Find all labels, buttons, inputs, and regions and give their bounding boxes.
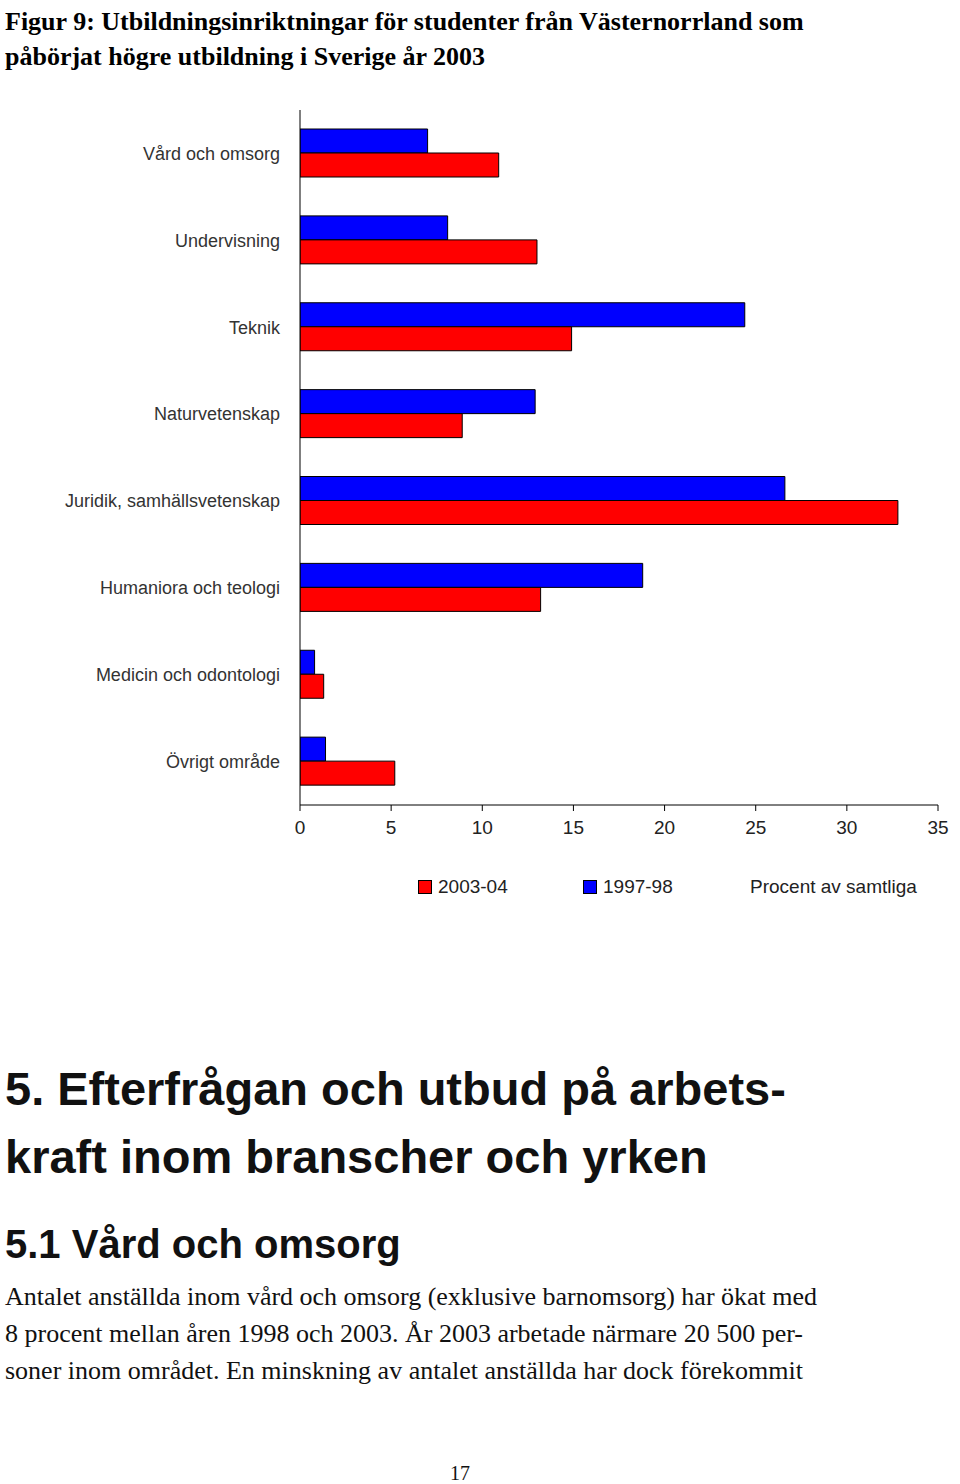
html-text:påbörjat högre utbildning i Sv: påbörjat högre utbildning i Sverige år 2… bbox=[5, 42, 486, 71]
svg-text:25: 25 bbox=[745, 817, 766, 838]
svg-text:Övrigt område: Övrigt område bbox=[166, 752, 280, 772]
svg-text:Humaniora och teologi: Humaniora och teologi bbox=[100, 578, 280, 598]
html-text:Figur 9: Utbildningsinriktning: Figur 9: Utbildningsinriktningar för stu… bbox=[5, 7, 804, 36]
html-text:1997-98: 1997-98 bbox=[603, 876, 673, 897]
svg-text:Medicin och odontologi: Medicin och odontologi bbox=[96, 665, 280, 685]
svg-text:15: 15 bbox=[563, 817, 584, 838]
svg-text:0: 0 bbox=[295, 817, 306, 838]
svg-text:10: 10 bbox=[472, 817, 493, 838]
svg-text:20: 20 bbox=[654, 817, 675, 838]
svg-text:Naturvetenskap: Naturvetenskap bbox=[154, 404, 280, 424]
html-text:2003-04: 2003-04 bbox=[438, 876, 508, 897]
html-text:Antalet anställda inom vård oc: Antalet anställda inom vård och omsorg (… bbox=[5, 1282, 818, 1311]
html-text:17: 17 bbox=[450, 1462, 470, 1484]
html-text:8 procent mellan åren 1998 och: 8 procent mellan åren 1998 och 2003. År … bbox=[5, 1319, 803, 1348]
svg-text:Juridik, samhällsvetenskap: Juridik, samhällsvetenskap bbox=[65, 491, 280, 511]
html-text:5. Efterfrågan och utbud på ar: 5. Efterfrågan och utbud på arbets- bbox=[5, 1062, 786, 1115]
html-text:Procent av samtliga: Procent av samtliga bbox=[750, 876, 917, 897]
svg-text:Vård och omsorg: Vård och omsorg bbox=[143, 144, 280, 164]
svg-text:35: 35 bbox=[927, 817, 948, 838]
html-text:soner inom området. En minskni: soner inom området. En minskning av anta… bbox=[5, 1356, 803, 1385]
html-text:5.1 Vård och omsorg: 5.1 Vård och omsorg bbox=[5, 1222, 401, 1266]
svg-text:Undervisning: Undervisning bbox=[175, 231, 280, 251]
svg-text:5: 5 bbox=[386, 817, 397, 838]
svg-text:Teknik: Teknik bbox=[229, 318, 281, 338]
html-text:kraft inom branscher och yrken: kraft inom branscher och yrken bbox=[5, 1130, 708, 1183]
svg-text:30: 30 bbox=[836, 817, 857, 838]
